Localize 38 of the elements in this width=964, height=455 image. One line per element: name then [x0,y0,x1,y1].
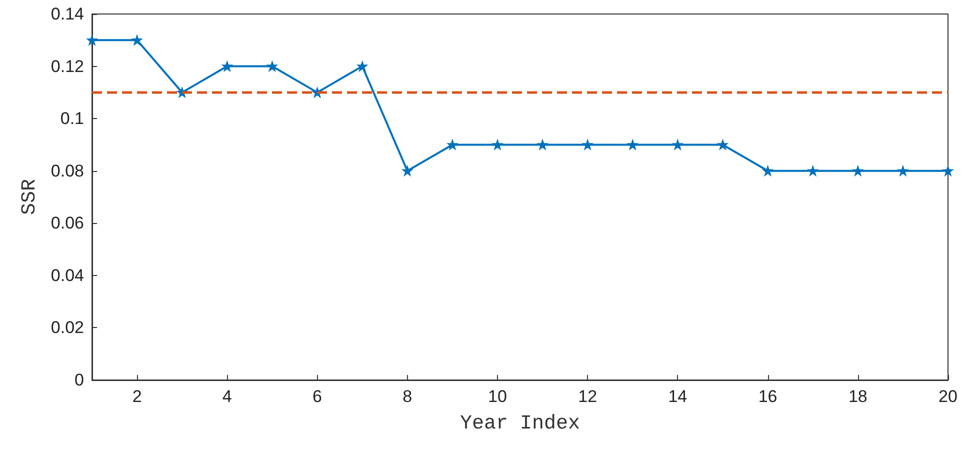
point [132,35,142,46]
y-tick-label: 0.02 [50,318,84,338]
x-tick-label: 8 [402,387,412,406]
x-tick-label: 2 [132,387,142,406]
point [492,140,502,150]
y-tick-label: 0.12 [50,56,84,76]
point [447,140,458,150]
point [943,166,953,176]
point [898,166,908,176]
y-tick-label: 0.14 [50,4,84,24]
y-tick-label: 0 [74,370,84,390]
x-tick-label: 12 [578,387,598,406]
y-tick-label: 0.04 [50,266,84,285]
point [762,166,773,176]
x-axis-title: Year Index [460,412,580,436]
y-tick-label: 0.1 [60,109,84,128]
y-tick-label: 0.08 [50,161,84,180]
point [718,140,728,150]
x-tick-label: 18 [848,387,868,406]
point [672,140,683,150]
y-tick-label: 0.06 [50,214,84,233]
x-tick-label: 16 [758,387,778,406]
x-tick-label: 4 [222,387,232,406]
point [357,61,368,72]
point [87,35,97,46]
x-tick-label: 20 [938,387,958,406]
x-tick-label: 6 [312,387,322,406]
point [402,166,412,176]
x-tick-label: 10 [488,387,507,406]
point [222,61,232,72]
point [582,140,593,150]
point [808,166,818,176]
y-axis-title: SSR [18,178,42,216]
point [852,166,863,176]
point [628,140,638,150]
x-tick-label: 14 [668,387,688,406]
point [538,140,548,150]
point [267,61,278,72]
